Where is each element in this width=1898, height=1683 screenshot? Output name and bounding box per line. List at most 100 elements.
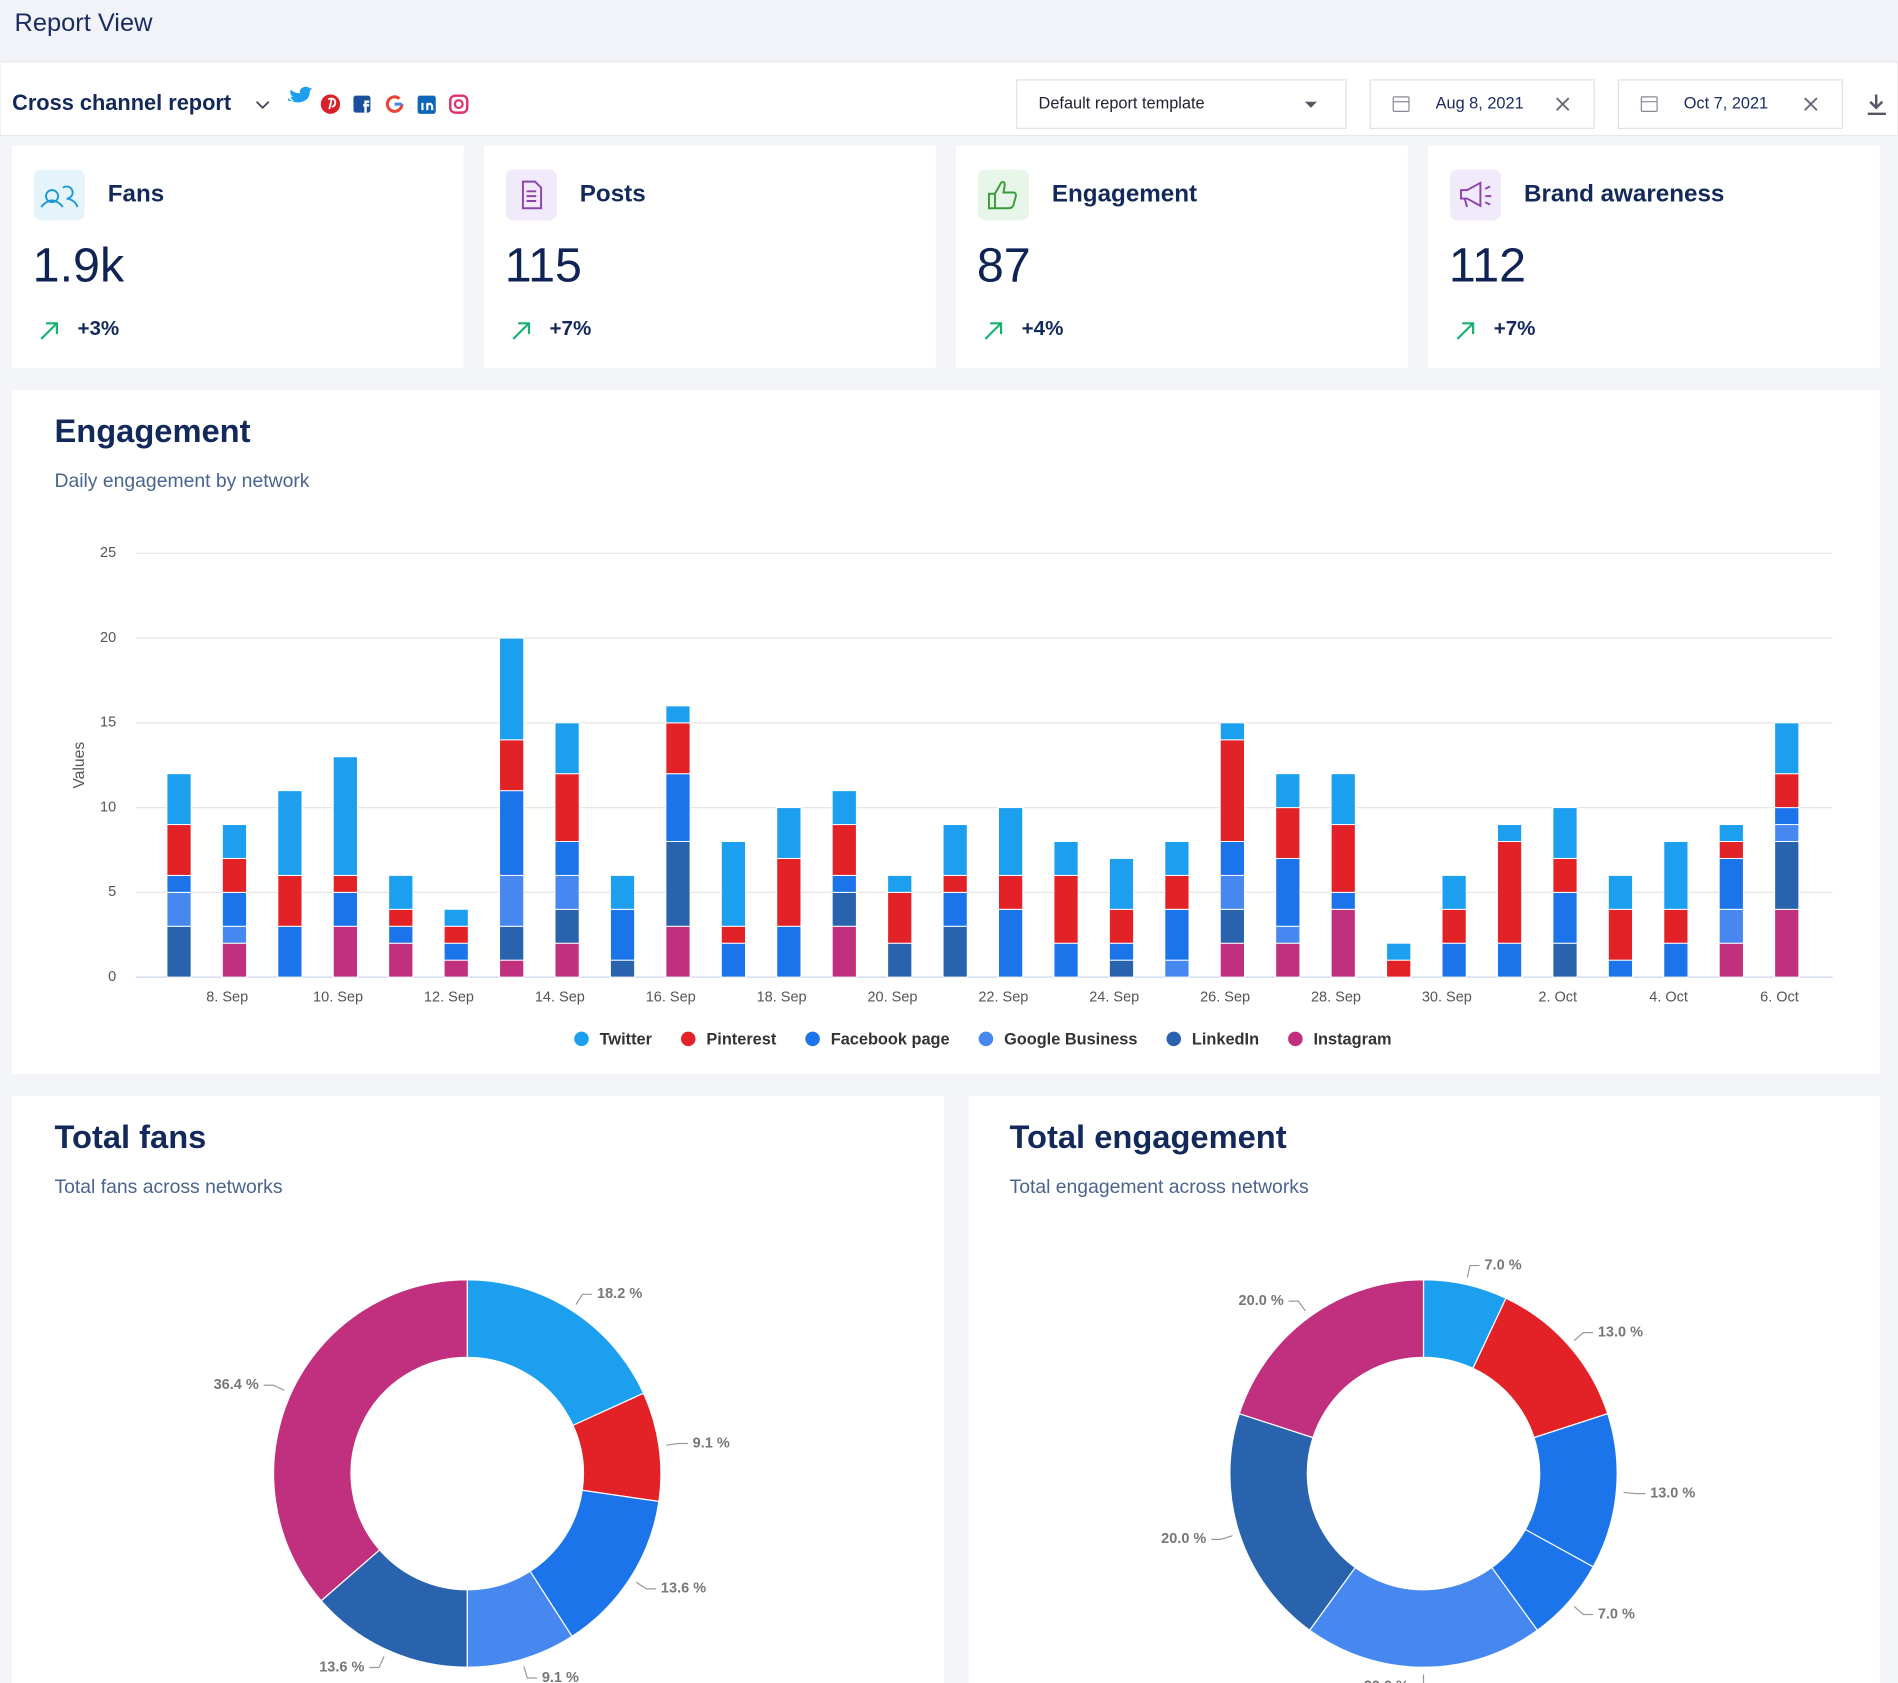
bar-segment — [831, 925, 857, 978]
linkedin-glyph — [421, 102, 434, 111]
bar-segment — [1386, 959, 1412, 978]
download-button[interactable] — [1867, 94, 1886, 116]
bar-segment — [1330, 891, 1356, 910]
bar-segment — [998, 908, 1024, 978]
end-date[interactable]: Oct 7, 2021 — [1684, 94, 1768, 112]
bar-segment — [388, 874, 414, 910]
chart-panel — [12, 1095, 945, 1683]
bar-segment — [1718, 857, 1744, 910]
bar-segment — [388, 942, 414, 978]
kpi-label: Brand awareness — [1524, 180, 1724, 207]
legend-label: Instagram — [1314, 1030, 1392, 1048]
legend-label: Facebook page — [831, 1030, 950, 1048]
dropdown-caret[interactable] — [1304, 101, 1317, 108]
clear-end-date[interactable] — [1804, 97, 1818, 111]
kpi-card — [956, 145, 1408, 369]
bar-segment — [720, 841, 747, 927]
trend-arrow — [40, 322, 58, 340]
x-tick-label: 4. Oct — [1649, 990, 1688, 1006]
bar-segment — [388, 908, 414, 927]
toolbar — [0, 61, 1898, 137]
page-title: Report View — [15, 9, 154, 37]
trend-arrow — [984, 322, 1003, 340]
kpi-icon — [987, 181, 1017, 210]
bar-segment — [1774, 824, 1800, 842]
kpi-icon-box — [978, 169, 1029, 221]
twitter-icon — [288, 86, 313, 103]
bar-segment — [609, 908, 636, 961]
x-tick-label: 28. Sep — [1311, 990, 1361, 1006]
bar-segment — [1330, 824, 1356, 893]
bar-segment — [1496, 841, 1523, 944]
kpi-icon — [1460, 181, 1492, 208]
bar-segment — [665, 841, 691, 927]
end-date-picker[interactable] — [1617, 79, 1843, 129]
bar-segment — [1275, 807, 1301, 859]
bar-segment — [998, 807, 1024, 876]
slice-label: 20.0 % — [1161, 1531, 1206, 1547]
label-connector — [1288, 1300, 1306, 1312]
slice-label: 9.1 % — [542, 1670, 579, 1683]
bar-segment — [720, 942, 747, 978]
label-connector — [1422, 1674, 1425, 1683]
report-selector[interactable]: Cross channel report — [12, 90, 231, 115]
label-connector — [523, 1666, 537, 1679]
chevron[interactable] — [255, 101, 270, 110]
legend-marker — [680, 1031, 696, 1047]
trend-arrow — [1456, 322, 1475, 340]
bar-segment — [1053, 874, 1079, 944]
bar-segment — [942, 824, 968, 876]
bar-segment — [720, 925, 747, 944]
slice-label: 7.0 % — [1598, 1606, 1635, 1622]
clear-start-date[interactable] — [1556, 97, 1570, 111]
bar-segment — [554, 773, 580, 842]
kpi-value: 115 — [505, 239, 582, 293]
bar-segment — [609, 874, 636, 910]
bar-segment — [887, 874, 913, 893]
bar-segment — [554, 722, 580, 775]
x-tick-label: 18. Sep — [757, 990, 807, 1006]
template-label[interactable]: Default report template — [1039, 94, 1205, 112]
bar-segment — [887, 942, 913, 978]
start-date-picker[interactable] — [1369, 79, 1595, 129]
start-date[interactable]: Aug 8, 2021 — [1436, 94, 1524, 112]
chart-panel — [968, 1095, 1880, 1683]
bar-segment — [554, 874, 580, 910]
legend: Twitter Pinterest Facebook page Google Busi… — [574, 1030, 1392, 1048]
bar-segment — [1441, 908, 1467, 944]
facebook-glyph — [363, 100, 370, 113]
slice-label: 7.0 % — [1484, 1257, 1521, 1273]
x-tick-label: 8. Sep — [206, 990, 248, 1006]
bar-segment — [332, 874, 358, 893]
slice-label: 36.4 % — [214, 1377, 259, 1393]
bar-segment — [1441, 874, 1467, 910]
bar-segment — [665, 773, 691, 842]
kpi-value: 1.9k — [33, 239, 125, 293]
bar-segment — [1108, 959, 1135, 978]
bar-segment — [665, 705, 691, 724]
x-tick-label: 14. Sep — [535, 990, 585, 1006]
kpi-card — [484, 145, 936, 369]
kpi-card — [12, 145, 464, 369]
bar-segment — [1718, 942, 1744, 978]
bar-segment — [1275, 773, 1301, 809]
bar-segment — [332, 891, 358, 927]
bar-segment — [1607, 874, 1634, 910]
bar-segment — [1053, 942, 1079, 978]
bar-segment — [166, 874, 192, 893]
kpi-icon-box — [505, 169, 557, 221]
bar-segment — [1219, 722, 1245, 741]
bar-segment — [1108, 908, 1135, 944]
y-tick-label: 15 — [100, 715, 116, 731]
kpi-icon-box — [1450, 169, 1501, 221]
chart-title: Engagement — [54, 412, 250, 449]
bar-segment — [166, 925, 192, 978]
label-connector — [1211, 1535, 1233, 1540]
legend-label: Pinterest — [706, 1030, 776, 1048]
bar-segment — [998, 874, 1024, 910]
bar-segment — [1552, 857, 1578, 893]
x-tick-label: 24. Sep — [1089, 990, 1139, 1006]
x-tick-label: 10. Sep — [313, 990, 363, 1006]
template-dropdown[interactable] — [1016, 79, 1347, 129]
